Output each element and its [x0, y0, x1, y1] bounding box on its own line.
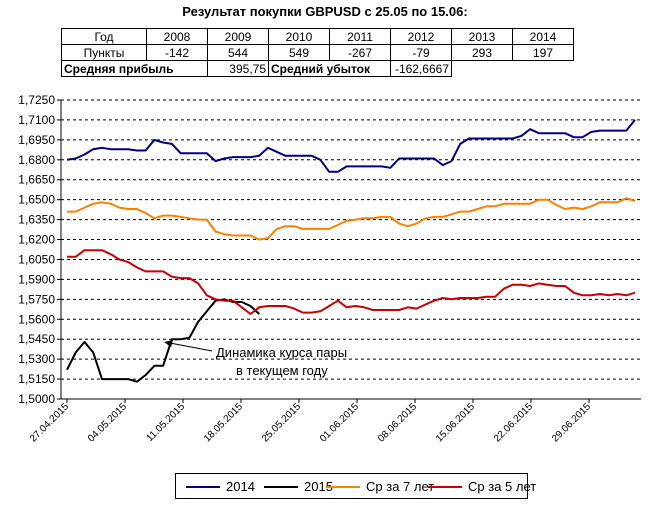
series-lines — [66, 119, 636, 383]
table-cell-year: 2012 — [390, 28, 452, 45]
avg-loss-value: -162,6667 — [390, 60, 452, 77]
grid-lines — [61, 99, 641, 380]
y-tick-label: 1,6200 — [18, 233, 55, 247]
x-tick-label: 18.05.2015 — [202, 401, 245, 444]
avg-profit-label: Средняя прибыль — [61, 60, 208, 77]
y-tick-label: 1,5450 — [18, 332, 55, 346]
annotation-line-2: в текущем году — [236, 363, 328, 378]
series-line-2015 — [66, 298, 260, 383]
table-row-years: Год 2008 2009 2010 2011 2012 2013 2014 — [61, 28, 574, 45]
table-row-points: Пункты -142 544 549 -267 -79 293 197 — [61, 44, 574, 61]
legend-swatch — [186, 486, 220, 488]
x-tick-label: 22.06.2015 — [492, 401, 535, 444]
legend-label: Ср за 7 лет — [366, 479, 435, 494]
avg-loss-label: Средний убыток — [268, 60, 391, 77]
x-tick-label: 15.06.2015 — [434, 401, 477, 444]
y-tick-label: 1,5000 — [18, 392, 55, 406]
table-header-points: Пункты — [61, 44, 147, 61]
annotation-arrowhead — [164, 340, 173, 347]
x-tick-label: 25.05.2015 — [260, 401, 303, 444]
x-tick-label: 11.05.2015 — [144, 401, 187, 444]
legend: 2014 2015 Ср за 7 лет Ср за 5 лет — [175, 473, 536, 499]
legend-swatch — [428, 486, 462, 488]
table-cell-points: 197 — [512, 44, 574, 61]
x-tick-label: 27.04.2015 — [28, 401, 71, 444]
legend-swatch — [264, 486, 298, 488]
series-line-avg7 — [67, 197, 636, 241]
y-tick-label: 1,5750 — [18, 292, 55, 306]
y-tick-label: 1,6950 — [18, 133, 55, 147]
table-cell-year: 2008 — [146, 28, 208, 45]
x-tick-label: 04.05.2015 — [86, 401, 129, 444]
x-axis: 27.04.2015 04.05.2015 11.05.2015 18.05.2015… — [28, 398, 641, 445]
x-tick-label: 29.06.2015 — [550, 401, 593, 444]
legend-label: Ср за 5 лет — [468, 479, 537, 494]
y-tick-label: 1,6050 — [18, 252, 55, 266]
series-line-2014 — [66, 119, 636, 173]
avg-profit-value: 395,75 — [207, 60, 269, 77]
y-tick-label: 1,5300 — [18, 352, 55, 366]
y-tick-label: 1,7250 — [18, 93, 55, 107]
page-title: Результат покупки GBPUSD с 25.05 по 15.0… — [182, 4, 468, 19]
table-cell-points: 293 — [451, 44, 513, 61]
legend-label: 2014 — [226, 479, 255, 494]
legend-swatch — [326, 486, 360, 488]
y-axis: 1,5000 1,5150 1,5300 1,5450 1,5600 1,5750 1,59… — [18, 93, 62, 406]
annotation: Динамика курса пары в текущем году — [164, 340, 347, 378]
table-cell-year: 2014 — [512, 28, 574, 45]
table-row-averages: Средняя прибыль 395,75 Средний убыток -1… — [61, 60, 574, 77]
summary-table: Год 2008 2009 2010 2011 2012 2013 2014 П… — [61, 28, 574, 77]
x-tick-label: 08.06.2015 — [376, 401, 419, 444]
y-tick-label: 1,6800 — [18, 153, 55, 167]
y-tick-label: 1,6650 — [18, 173, 55, 187]
y-tick-label: 1,5600 — [18, 312, 55, 326]
x-tick-label: 01.06.2015 — [318, 401, 361, 444]
legend-label: 2015 — [304, 479, 333, 494]
y-tick-label: 1,5900 — [18, 272, 55, 286]
series-line-avg5 — [67, 249, 636, 315]
y-tick-label: 1,6500 — [18, 193, 55, 207]
y-tick-label: 1,5150 — [18, 372, 55, 386]
annotation-line-1: Динамика курса пары — [216, 345, 347, 360]
y-tick-label: 1,6350 — [18, 213, 55, 227]
annotation-arrow-line — [169, 342, 213, 352]
y-tick-label: 1,7100 — [18, 113, 55, 127]
